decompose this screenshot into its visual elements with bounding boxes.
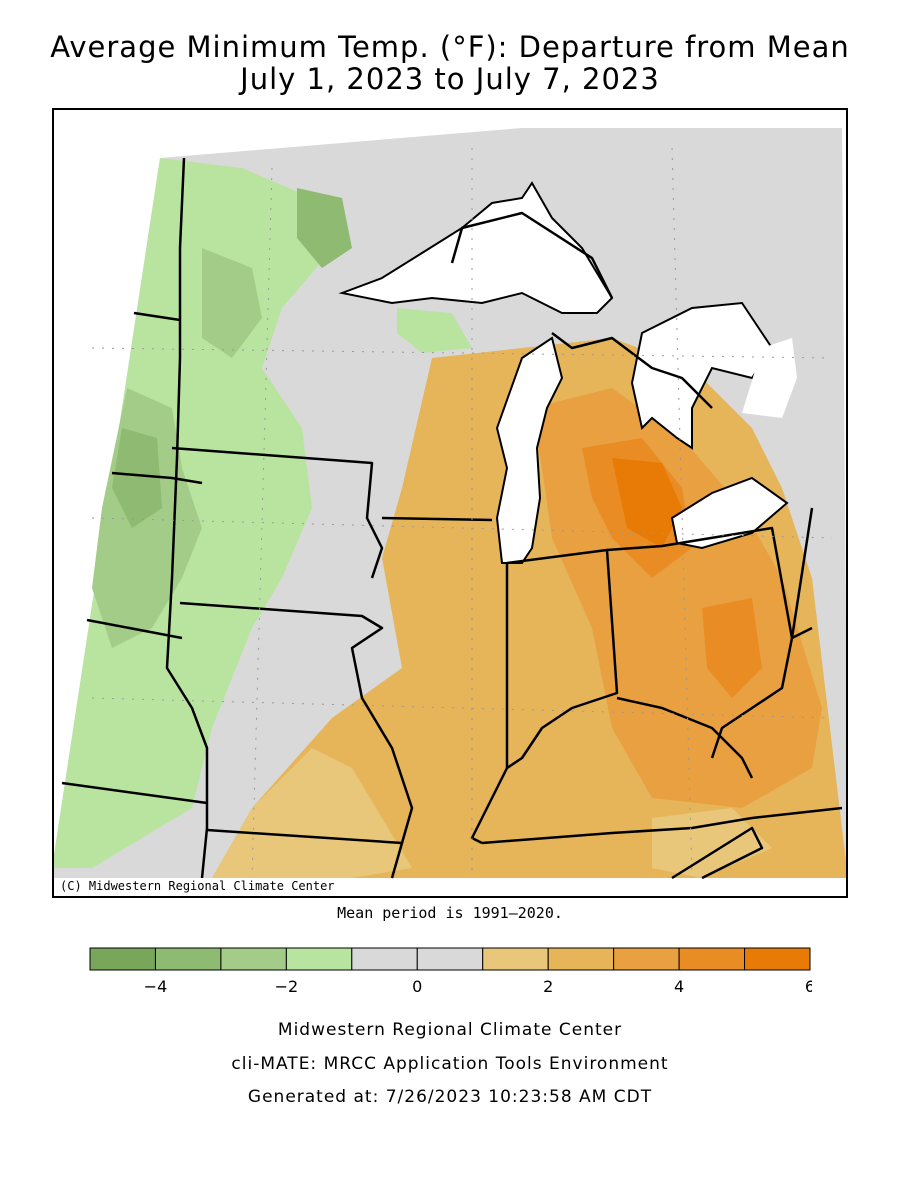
cool-anomaly-core-2 bbox=[202, 248, 262, 358]
legend-bin bbox=[482, 947, 549, 971]
cool-anomaly-small bbox=[397, 308, 472, 353]
legend-tick-label: −2 bbox=[275, 977, 299, 996]
legend-bin bbox=[89, 947, 156, 971]
map-title: Average Minimum Temp. (°F): Departure fr… bbox=[50, 30, 850, 64]
lake-superior bbox=[338, 181, 614, 314]
legend-bin bbox=[744, 947, 811, 971]
warm-anomaly-core bbox=[612, 458, 682, 548]
legend-bin bbox=[613, 947, 680, 971]
legend-bin bbox=[220, 947, 287, 971]
state-borders bbox=[61, 157, 843, 880]
lat-lon-grid bbox=[91, 147, 833, 879]
legend-bin bbox=[416, 947, 484, 971]
cool-anomaly-core-3 bbox=[297, 188, 352, 268]
warm-anomaly-4to5-b bbox=[702, 598, 762, 698]
map-credit: (C) Midwestern Regional Climate Center bbox=[56, 878, 339, 894]
temperature-departure-map bbox=[52, 108, 848, 898]
footer-organization: Midwestern Regional Climate Center bbox=[277, 1020, 623, 1040]
mean-period-note: Mean period is 1991–2020. bbox=[337, 904, 563, 922]
warm-anomaly-outer bbox=[212, 748, 412, 878]
legend-bin bbox=[678, 947, 746, 971]
legend-bin bbox=[154, 947, 222, 971]
map-date-range: July 1, 2023 to July 7, 2023 bbox=[240, 62, 660, 96]
lake-michigan bbox=[495, 336, 564, 564]
lake-huron bbox=[630, 301, 774, 450]
legend-tick-label: 6 bbox=[805, 977, 812, 996]
color-legend: −4 −2 0 2 4 6 bbox=[89, 947, 812, 996]
footer-generated-time: Generated at: 7/26/2023 10:23:58 AM CDT bbox=[247, 1087, 653, 1107]
legend-bin bbox=[547, 947, 615, 971]
warm-anomaly-outer-ky bbox=[652, 808, 772, 878]
legend-tick-label: 4 bbox=[674, 977, 684, 996]
legend-bin bbox=[351, 947, 418, 971]
legend-tick-label: 0 bbox=[412, 977, 422, 996]
lake-ontario bbox=[742, 338, 797, 418]
legend-bin bbox=[285, 947, 353, 971]
footer-application: cli-MATE: MRCC Application Tools Environ… bbox=[231, 1054, 669, 1074]
cool-anomaly-core-4 bbox=[112, 428, 162, 528]
legend-tick-label: 2 bbox=[543, 977, 553, 996]
legend-tick-label: −4 bbox=[144, 977, 168, 996]
